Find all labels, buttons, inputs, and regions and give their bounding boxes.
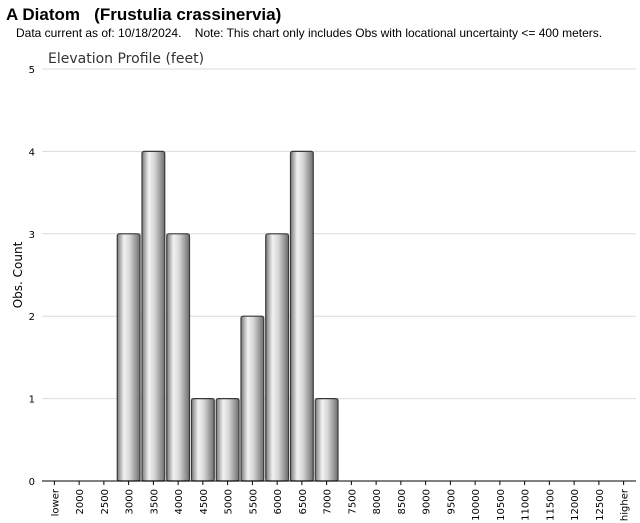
chart-header: A Diatom (Frustulia crassinervia) xyxy=(6,5,281,25)
bar-6500 xyxy=(289,150,314,482)
species-scientific-name: (Frustulia crassinervia) xyxy=(94,5,282,24)
y-tick-label: 0 xyxy=(29,477,35,488)
x-tick-label: 4000 xyxy=(174,489,185,514)
data-note: Data current as of: 10/18/2024. Note: Th… xyxy=(16,26,603,40)
x-tick-label: 8000 xyxy=(372,489,383,514)
x-tick-label: 2500 xyxy=(100,489,111,514)
x-tick-label: 9500 xyxy=(446,489,457,514)
x-tick-label: 2000 xyxy=(75,489,86,514)
y-axis-label: Obs. Count xyxy=(11,241,25,308)
bar-6000 xyxy=(265,233,290,482)
x-tick-label: 9000 xyxy=(422,489,433,514)
x-tick-label: 5500 xyxy=(248,489,259,514)
x-tick-label: 6500 xyxy=(298,489,309,514)
x-tick-label: 3500 xyxy=(149,489,160,514)
bar-4000 xyxy=(166,233,191,482)
x-tick-label: 11500 xyxy=(545,489,556,521)
bar-5000 xyxy=(215,398,240,482)
x-tick-label: 12500 xyxy=(595,489,606,521)
bar-5500 xyxy=(240,315,265,482)
bar-7000 xyxy=(314,398,339,482)
bar-3500 xyxy=(141,150,166,482)
x-tick-label: 6000 xyxy=(273,489,284,514)
x-tick-label: lower xyxy=(50,488,61,516)
y-tick-label: 2 xyxy=(29,312,35,323)
bar-4500 xyxy=(190,398,215,482)
bars xyxy=(116,150,339,482)
x-tick-label: 7000 xyxy=(323,489,334,514)
x-ticks: lower 2000 2500 3000 3500 4000 4500 5000 5500 600… xyxy=(50,481,631,521)
y-tick-label: 5 xyxy=(29,65,35,76)
x-tick-label: 10500 xyxy=(496,489,507,521)
x-tick-label: 10000 xyxy=(471,489,482,521)
species-common-name: A Diatom xyxy=(6,5,80,24)
y-ticks: 0 1 2 3 4 5 xyxy=(29,65,35,488)
y-tick-label: 1 xyxy=(29,395,35,406)
x-tick-label: 4500 xyxy=(199,489,210,514)
x-tick-label: 5000 xyxy=(224,489,235,514)
x-tick-label: 7500 xyxy=(347,489,358,514)
y-tick-label: 4 xyxy=(29,147,35,158)
bar-3000 xyxy=(116,233,141,482)
x-tick-label: 11000 xyxy=(521,489,532,521)
x-tick-label: higher xyxy=(620,488,631,521)
x-tick-label: 3000 xyxy=(125,489,136,514)
grid-lines xyxy=(42,68,636,400)
x-tick-label: 8500 xyxy=(397,489,408,514)
chart-title: Elevation Profile (feet) xyxy=(48,51,204,67)
y-tick-label: 3 xyxy=(29,230,35,241)
x-tick-label: 12000 xyxy=(570,489,581,521)
